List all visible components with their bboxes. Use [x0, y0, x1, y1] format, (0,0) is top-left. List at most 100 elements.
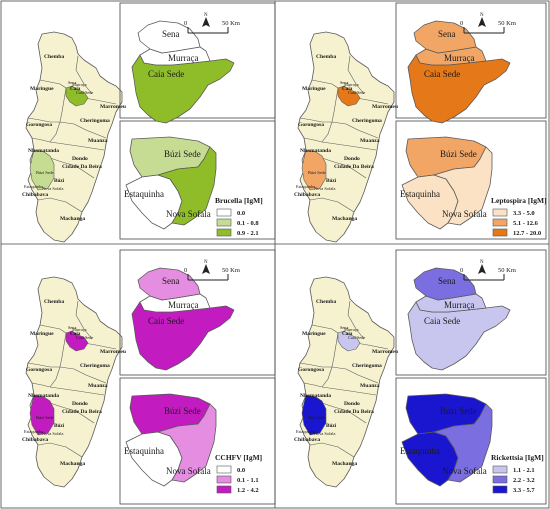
legend-swatch	[492, 228, 508, 237]
overview-buzi-highlight	[29, 149, 55, 191]
district-label-dondo: Dondo	[344, 401, 360, 407]
district-boundary	[27, 117, 60, 123]
buzi-sede-label: Búzi Sede	[440, 406, 477, 416]
overview-caia-highlight	[337, 85, 361, 107]
legend-label: 0.1 - 1.1	[237, 477, 259, 484]
north-arrow-shape	[478, 264, 486, 274]
scale-zero-label: 0	[184, 267, 187, 274]
legend-swatch	[492, 208, 508, 217]
district-label-gorongosa: Gorongosa	[298, 367, 324, 373]
caia-inset-map: Sena Murraça Caia Sede	[131, 267, 235, 371]
district-label-machanga: Machanga	[332, 216, 357, 222]
district-label-gorongosa: Gorongosa	[26, 367, 52, 373]
district-label-dondo: Dondo	[72, 401, 88, 407]
district-label-buzi: Búzi	[326, 178, 337, 184]
district-label-marromeu: Marromeu	[372, 349, 398, 355]
district-boundary	[49, 402, 95, 424]
district-boundary	[303, 137, 323, 143]
legend-swatch	[216, 475, 232, 484]
legend-label: 1.2 - 4.2	[237, 487, 259, 494]
murraca-label: Murraça	[168, 53, 198, 63]
district-boundary	[299, 117, 332, 123]
north-label: N	[480, 13, 484, 18]
district-label-gorongosa: Gorongosa	[298, 122, 324, 128]
province-outline	[25, 276, 123, 488]
estaquinha-label: Estaquinha	[400, 446, 440, 456]
district-boundary	[331, 87, 339, 123]
district-label-buzi_sede: Búzi Sede	[36, 170, 54, 175]
district-label-sena: Sena	[340, 80, 348, 85]
district-boundary	[37, 197, 83, 213]
province-outline	[297, 31, 395, 243]
buzi-inset-frame	[119, 377, 276, 505]
legend: CCHFV [IgM] 0.0 0.1 - 1.1 1.2 - 4.2	[215, 453, 262, 494]
scale-end-label: 50 Km	[498, 20, 516, 27]
district-label-dondo: Dondo	[344, 156, 360, 162]
district-label-buzi_sede: Búzi Sede	[36, 415, 54, 420]
district-label-cheringoma: Cheringoma	[80, 363, 110, 369]
estaquinha-label: Estaquinha	[124, 446, 164, 456]
district-label-maringue: Maringue	[30, 86, 54, 92]
scale-end-label: 50 Km	[222, 20, 240, 27]
nova-sofala-region	[433, 146, 493, 226]
district-label-chemba: Chemba	[316, 299, 336, 305]
district-label-cidade_da_beira: Cidade Da Beira	[334, 164, 374, 170]
sena-label: Sena	[438, 29, 456, 39]
province-outline	[25, 31, 123, 243]
north-arrow-shape	[202, 17, 210, 27]
district-label-chibabava: Chibabava	[294, 437, 320, 443]
caia-inset-frame	[395, 2, 547, 119]
district-boundary	[321, 386, 377, 396]
district-label-nova_sofala: Nova Sofala	[314, 186, 335, 191]
district-label-marromeu: Marromeu	[372, 104, 398, 110]
scale-end-label: 50 Km	[222, 267, 240, 274]
district-label-machanga: Machanga	[60, 216, 85, 222]
legend-swatch	[492, 475, 508, 484]
district-label-nova_sofala: Nova Sofala	[42, 431, 63, 436]
legend-label: 0.9 - 2.1	[237, 230, 259, 237]
district-boundary	[59, 332, 67, 368]
legend-title: Brucella [IgM]	[215, 196, 263, 205]
district-boundary	[347, 300, 365, 340]
district-label-estaquinha: Estaquinha	[24, 429, 43, 434]
district-boundary	[309, 197, 355, 213]
buzi-inset-frame	[395, 377, 547, 505]
legend-swatch	[216, 485, 232, 494]
district-label-murraca: Murraça	[72, 82, 87, 87]
caia-inset-frame	[119, 2, 276, 119]
caia-inset-map: Sena Murraça Caia Sede	[407, 267, 511, 371]
murraca-label: Murraça	[168, 300, 198, 310]
district-boundary	[49, 121, 61, 143]
nova-sofala-region	[433, 403, 493, 483]
district-label-marromeu: Marromeu	[100, 349, 126, 355]
district-label-caia_sede: Caia Sede	[76, 90, 93, 95]
district-boundary	[59, 366, 107, 384]
nova-sofala-label: Nova Sofala	[166, 466, 211, 476]
caia-sede-label: Caia Sede	[148, 316, 184, 326]
district-boundary	[49, 366, 61, 388]
estaquinha-label: Estaquinha	[400, 189, 440, 199]
district-label-cidade_da_beira: Cidade Da Beira	[62, 164, 102, 170]
district-label-cidade_da_beira: Cidade Da Beira	[334, 409, 374, 415]
district-boundary	[321, 141, 377, 151]
district-boundary	[331, 332, 339, 368]
district-boundary	[299, 362, 332, 368]
district-label-chibabava: Chibabava	[294, 192, 320, 198]
district-label-sena: Sena	[68, 325, 76, 330]
district-label-cheringoma: Cheringoma	[352, 118, 382, 124]
district-label-buzi_sede: Búzi Sede	[308, 170, 326, 175]
district-label-buzi: Búzi	[326, 423, 337, 429]
district-label-nhamatanda: Nhamatanda	[300, 393, 331, 399]
district-label-caia: Caia	[342, 86, 353, 92]
district-label-cheringoma: Cheringoma	[80, 118, 110, 124]
district-boundary	[49, 141, 105, 151]
district-label-estaquinha: Estaquinha	[296, 184, 315, 189]
scale-zero-label: 0	[460, 20, 463, 27]
scale-zero-label: 0	[184, 20, 187, 27]
scale-bar: 0 50 Km N	[184, 260, 240, 281]
caia-sede-label: Caia Sede	[148, 69, 184, 79]
murraca-label: Murraça	[444, 53, 474, 63]
buzi-inset-frame	[395, 120, 547, 240]
